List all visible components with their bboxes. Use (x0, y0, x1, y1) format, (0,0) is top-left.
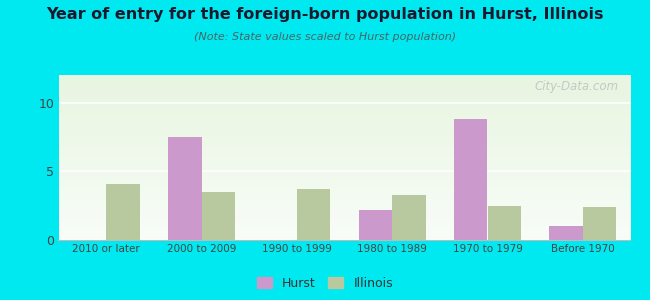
Legend: Hurst, Illinois: Hurst, Illinois (255, 274, 395, 292)
Text: (Note: State values scaled to Hurst population): (Note: State values scaled to Hurst popu… (194, 32, 456, 41)
Text: City-Data.com: City-Data.com (535, 80, 619, 93)
Bar (202, 192, 235, 240)
Bar (549, 226, 583, 240)
Bar (359, 210, 392, 240)
Bar (488, 206, 521, 240)
Text: Year of entry for the foreign-born population in Hurst, Illinois: Year of entry for the foreign-born popul… (46, 8, 604, 22)
Bar (392, 195, 426, 240)
Bar (297, 189, 330, 240)
Bar (168, 137, 202, 240)
Bar (454, 119, 488, 240)
Bar (583, 207, 616, 240)
Bar (106, 184, 140, 240)
